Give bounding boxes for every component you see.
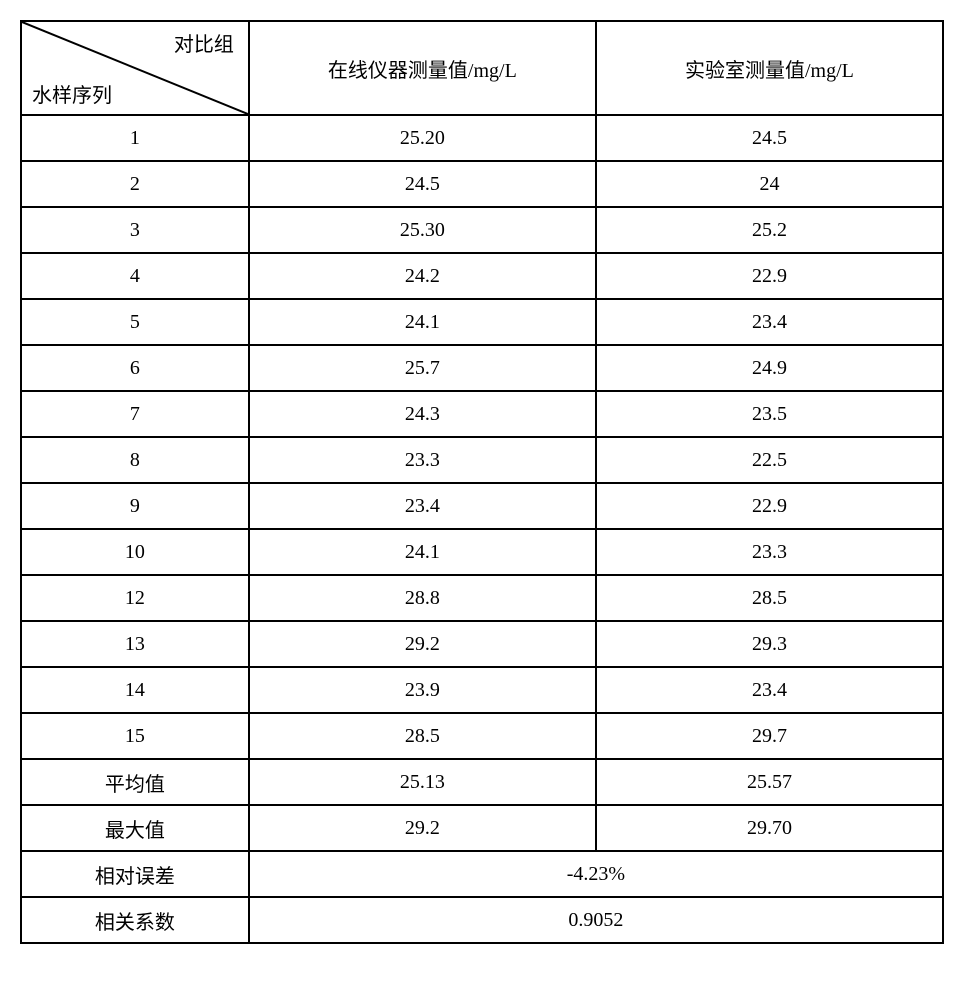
cell-online: 24.1 [249, 299, 596, 345]
cell-seq: 7 [21, 391, 249, 437]
corr-label: 相关系数 [21, 897, 249, 943]
avg-online: 25.13 [249, 759, 596, 805]
cell-seq: 9 [21, 483, 249, 529]
table-row: 7 24.3 23.5 [21, 391, 943, 437]
cell-lab: 23.5 [596, 391, 943, 437]
table-row: 4 24.2 22.9 [21, 253, 943, 299]
cell-online: 28.5 [249, 713, 596, 759]
avg-lab: 25.57 [596, 759, 943, 805]
cell-seq: 14 [21, 667, 249, 713]
cell-lab: 25.2 [596, 207, 943, 253]
table-row: 10 24.1 23.3 [21, 529, 943, 575]
cell-seq: 5 [21, 299, 249, 345]
cell-lab: 23.4 [596, 299, 943, 345]
table-row: 1 25.20 24.5 [21, 115, 943, 161]
summary-avg-row: 平均值 25.13 25.57 [21, 759, 943, 805]
max-lab: 29.70 [596, 805, 943, 851]
summary-relerr-row: 相对误差 -4.23% [21, 851, 943, 897]
cell-lab: 24.5 [596, 115, 943, 161]
header-diag-top: 对比组 [174, 28, 234, 57]
relerr-value: -4.23% [249, 851, 943, 897]
cell-seq: 12 [21, 575, 249, 621]
max-label: 最大值 [21, 805, 249, 851]
cell-seq: 8 [21, 437, 249, 483]
relerr-label: 相对误差 [21, 851, 249, 897]
table-row: 6 25.7 24.9 [21, 345, 943, 391]
max-online: 29.2 [249, 805, 596, 851]
corr-value: 0.9052 [249, 897, 943, 943]
cell-seq: 10 [21, 529, 249, 575]
cell-online: 25.30 [249, 207, 596, 253]
header-diag-bottom: 水样序列 [32, 79, 112, 108]
cell-online: 23.4 [249, 483, 596, 529]
table-row: 9 23.4 22.9 [21, 483, 943, 529]
comparison-table: 对比组 水样序列 在线仪器测量值/mg/L 实验室测量值/mg/L 1 25.2… [20, 20, 944, 944]
cell-seq: 3 [21, 207, 249, 253]
cell-lab: 29.3 [596, 621, 943, 667]
header-diagonal-cell: 对比组 水样序列 [21, 21, 249, 115]
cell-lab: 23.4 [596, 667, 943, 713]
summary-corr-row: 相关系数 0.9052 [21, 897, 943, 943]
cell-lab: 24 [596, 161, 943, 207]
cell-lab: 23.3 [596, 529, 943, 575]
cell-online: 24.2 [249, 253, 596, 299]
cell-online: 24.3 [249, 391, 596, 437]
table-row: 15 28.5 29.7 [21, 713, 943, 759]
cell-seq: 15 [21, 713, 249, 759]
table-row: 5 24.1 23.4 [21, 299, 943, 345]
table-header-row: 对比组 水样序列 在线仪器测量值/mg/L 实验室测量值/mg/L [21, 21, 943, 115]
cell-online: 24.5 [249, 161, 596, 207]
cell-lab: 22.5 [596, 437, 943, 483]
cell-lab: 22.9 [596, 483, 943, 529]
cell-lab: 22.9 [596, 253, 943, 299]
cell-online: 23.9 [249, 667, 596, 713]
table-row: 12 28.8 28.5 [21, 575, 943, 621]
table-row: 8 23.3 22.5 [21, 437, 943, 483]
table-row: 14 23.9 23.4 [21, 667, 943, 713]
cell-online: 23.3 [249, 437, 596, 483]
header-lab: 实验室测量值/mg/L [596, 21, 943, 115]
cell-seq: 1 [21, 115, 249, 161]
table-row: 3 25.30 25.2 [21, 207, 943, 253]
cell-seq: 13 [21, 621, 249, 667]
avg-label: 平均值 [21, 759, 249, 805]
cell-online: 29.2 [249, 621, 596, 667]
cell-online: 28.8 [249, 575, 596, 621]
cell-lab: 28.5 [596, 575, 943, 621]
cell-seq: 6 [21, 345, 249, 391]
table-row: 13 29.2 29.3 [21, 621, 943, 667]
cell-online: 25.20 [249, 115, 596, 161]
cell-lab: 29.7 [596, 713, 943, 759]
cell-online: 24.1 [249, 529, 596, 575]
summary-max-row: 最大值 29.2 29.70 [21, 805, 943, 851]
table-row: 2 24.5 24 [21, 161, 943, 207]
cell-lab: 24.9 [596, 345, 943, 391]
header-online: 在线仪器测量值/mg/L [249, 21, 596, 115]
cell-seq: 2 [21, 161, 249, 207]
cell-seq: 4 [21, 253, 249, 299]
cell-online: 25.7 [249, 345, 596, 391]
